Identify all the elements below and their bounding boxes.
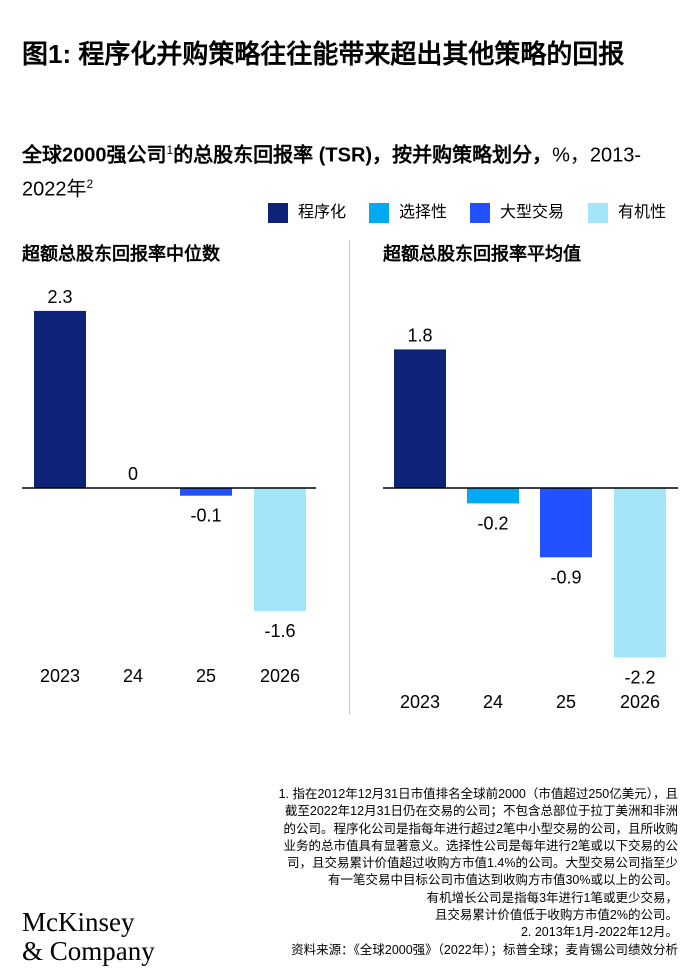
right-chart-title: 超额总股东回报率平均值 xyxy=(383,244,581,264)
left-bar-25 xyxy=(180,488,232,496)
footnote-line: 司，且交易累计价值超过收购方市值1.4%的公司。大型交易公司指至少 xyxy=(287,856,678,871)
legend-label-selective: 选择性 xyxy=(399,204,448,221)
footnote-line: 截至2022年12月31日仍在交易的公司；不包含总部位于拉丁美洲和非洲 xyxy=(284,804,678,819)
footnote-line: 2. 2013年1月-2022年12月。 xyxy=(520,925,678,940)
right-bar-25 xyxy=(540,488,592,558)
footnote-line: 业务的总市值具有显著意义。选择性公司是每年进行2笔或以下交易的公 xyxy=(283,838,678,853)
legend-swatch-large-deals xyxy=(470,203,490,223)
right-category-label-24: 24 xyxy=(483,692,503,712)
left-chart-title: 超额总股东回报率中位数 xyxy=(22,244,220,264)
legend-swatch-programmatic xyxy=(268,203,288,223)
footnote-line: 1. 指在2012年12月31日市值排名全球前2000（市值超过250亿美元），… xyxy=(278,787,678,801)
left-data-label-2026: -1.6 xyxy=(264,621,295,641)
footnote-line: 有机增长公司是指每3年进行1笔或更少交易， xyxy=(426,890,678,905)
logo-line-1: McKinsey xyxy=(22,907,135,937)
right-category-label-2023: 2023 xyxy=(400,692,440,712)
right-bar-24 xyxy=(467,488,519,504)
footnote-line: 有一笔交易中目标公司市值达到收购方市值30%或以上的公司。 xyxy=(327,873,678,888)
legend-label-organic: 有机性 xyxy=(618,204,667,221)
footnotes: 1. 指在2012年12月31日市值排名全球前2000（市值超过250亿美元），… xyxy=(198,786,678,959)
right-bar-2023 xyxy=(394,349,446,488)
legend-label-programmatic: 程序化 xyxy=(298,204,347,221)
logo-line-2: & Company xyxy=(22,936,155,966)
left-bar-2026 xyxy=(254,488,306,612)
right-data-label-2026: -2.2 xyxy=(624,667,655,687)
right-bar-2026 xyxy=(614,488,666,658)
legend-label-large-deals: 大型交易 xyxy=(500,204,565,221)
right-category-label-25: 25 xyxy=(556,692,576,712)
right-data-label-24: -0.2 xyxy=(477,513,508,533)
subtitle-bold: 全球2000强公司 xyxy=(22,144,167,167)
subtitle-bold-2: 的总股东回报率 (TSR)，按并购策略划分， xyxy=(173,144,553,167)
left-data-label-24: 0 xyxy=(128,464,138,484)
right-category-label-2026: 2026 xyxy=(620,692,660,712)
left-category-label-2023: 2023 xyxy=(40,666,80,686)
left-bar-2023 xyxy=(34,310,86,488)
footnote-line: 的公司。程序化公司是指每年进行超过2笔中小型交易的公司，且所收购 xyxy=(283,821,678,836)
panel-divider xyxy=(349,240,350,714)
subtitle-footnote-2: 2 xyxy=(86,176,94,191)
subtitle-footnote-1: 1 xyxy=(166,143,174,157)
legend-swatch-selective xyxy=(369,203,389,223)
left-data-label-25: -0.1 xyxy=(190,506,221,526)
chart-subtitle: 全球2000强公司1的总股东回报率 (TSR)，按并购策略划分，%，2013-2… xyxy=(22,136,682,203)
mckinsey-logo: McKinsey & Company xyxy=(22,908,155,966)
subtitle-normal: %，2013-2022年 xyxy=(22,144,642,201)
right-data-label-25: -0.9 xyxy=(550,567,581,587)
page-title: 图1: 程序化并购策略往往能带来超出其他策略的回报 xyxy=(22,39,625,69)
source-line: 资料来源：《全球2000强》（2022年）；标普全球；麦肯锡公司绩效分析 xyxy=(291,942,678,957)
right-data-label-2023: 1.8 xyxy=(407,325,432,345)
left-data-label-2023: 2.3 xyxy=(47,287,72,307)
footnote-line: 且交易累计价值低于收购方市值2%的公司。 xyxy=(434,908,678,923)
left-category-label-25: 25 xyxy=(196,666,216,686)
left-category-label-24: 24 xyxy=(123,666,143,686)
legend-swatch-organic xyxy=(588,203,608,223)
left-category-label-2026: 2026 xyxy=(260,666,300,686)
